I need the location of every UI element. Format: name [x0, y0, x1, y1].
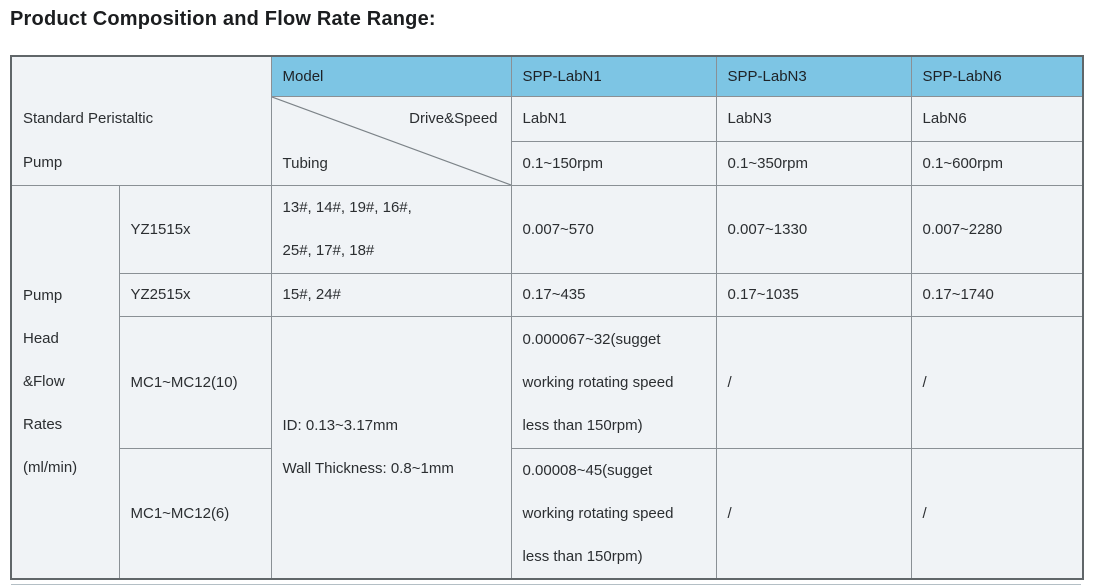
- standard-pump-label-line1: Standard Peristaltic: [23, 109, 154, 127]
- page-title: Product Composition and Flow Rate Range:: [10, 8, 436, 30]
- row-yz1515x: Pump Head &Flow Rates (ml/min) YZ1515x 1…: [10, 184, 1084, 579]
- pump-head-label-line: Rates: [23, 416, 63, 433]
- pump-head-label-line: &Flow: [23, 373, 65, 390]
- cell-drive-labn1: LabN1: [510, 95, 717, 142]
- pump-spec-table: Standard Peristaltic Pump Model SPP-LabN…: [10, 55, 1085, 580]
- cell-flow-yz2515x-labn6: 0.17~1740: [910, 272, 1084, 317]
- cell-tubing-yz1515x: 13#, 14#, 19#, 16#, 25#, 17#, 18#: [270, 184, 512, 274]
- tubing-line: 25#, 17#, 18#: [282, 242, 375, 259]
- tubing-line: 13#, 14#, 19#, 16#,: [282, 199, 412, 216]
- cell-flow-yz1515x-labn3: 0.007~1330: [715, 184, 912, 274]
- cell-flow-yz2515x-labn3: 0.17~1035: [715, 272, 912, 317]
- row-yz2515x: YZ2515x 15#, 24# 0.17~435 0.17~1035 0.17…: [11, 272, 1084, 317]
- drive-row: Drive&Speed Tubing LabN1 LabN3 LabN6: [11, 95, 1084, 186]
- flow-note-line: less than 150rpm): [522, 416, 643, 434]
- cell-head-mc1-mc12-10: MC1~MC12(10): [118, 315, 272, 449]
- cell-tubing-yz2515x: 15#, 24#: [270, 272, 512, 317]
- cell-drive-labn6: LabN6: [910, 95, 1084, 142]
- cell-speed-labn6: 0.1~600rpm: [910, 140, 1084, 186]
- cell-flow-mc6-labn3: /: [715, 447, 912, 579]
- cell-speed-labn1: 0.1~150rpm: [510, 140, 717, 186]
- row-mc1-mc12-10: MC1~MC12(10) ID: 0.13~3.17mm Wall Thickn…: [11, 315, 1084, 579]
- cell-head-yz1515x: YZ1515x: [118, 184, 272, 274]
- cell-flow-mc6-labn1: 0.00008~45(sugget working rotating speed…: [510, 447, 717, 579]
- flow-note-line: less than 150rpm): [522, 547, 643, 565]
- cell-flow-mc10-labn3: /: [715, 315, 912, 449]
- cell-drive-labn3: LabN3: [715, 95, 912, 142]
- cell-pump-head-flow-rates-label: Pump Head &Flow Rates (ml/min): [10, 184, 120, 579]
- diagonal-divider-line: [272, 97, 511, 184]
- cell-flow-yz1515x-labn1: 0.007~570: [510, 184, 717, 274]
- cell-flow-mc6-labn6: /: [910, 447, 1084, 579]
- header-cell-spp-labn6: SPP-LabN6: [910, 55, 1084, 97]
- cell-head-yz2515x: YZ2515x: [118, 272, 272, 317]
- header-cell-model: Model: [270, 55, 512, 97]
- pump-head-label-line: Head: [23, 330, 59, 347]
- flow-note-line: working rotating speed: [522, 504, 674, 522]
- flow-note-line: 0.000067~32(sugget: [522, 330, 661, 348]
- pump-head-label-line: (ml/min): [23, 459, 78, 476]
- cell-flow-mc10-labn6: /: [910, 315, 1084, 449]
- cell-speed-labn3: 0.1~350rpm: [715, 140, 912, 186]
- pump-head-label-line: Pump: [23, 287, 63, 304]
- speed-row: 0.1~150rpm 0.1~350rpm 0.1~600rpm: [11, 140, 1084, 186]
- cell-standard-peristaltic-pump: Standard Peristaltic Pump: [10, 55, 272, 186]
- header-cell-spp-labn1: SPP-LabN1: [510, 55, 717, 97]
- row-mc1-mc12-6: MC1~MC12(6) 0.00008~45(sugget working ro…: [11, 447, 1084, 579]
- standard-pump-label-line2: Pump: [23, 153, 63, 171]
- mc-tubing-line: ID: 0.13~3.17mm: [282, 417, 398, 434]
- cell-flow-yz1515x-labn6: 0.007~2280: [910, 184, 1084, 274]
- cell-drive-speed-tubing: Drive&Speed Tubing: [270, 95, 512, 186]
- header-cell-spp-labn3: SPP-LabN3: [715, 55, 912, 97]
- cell-flow-mc10-labn1: 0.000067~32(sugget working rotating spee…: [510, 315, 717, 449]
- header-row: Standard Peristaltic Pump Model SPP-LabN…: [10, 55, 1084, 186]
- flow-note-line: working rotating speed: [522, 373, 674, 391]
- cell-tubing-mc: ID: 0.13~3.17mm Wall Thickness: 0.8~1mm: [270, 315, 512, 579]
- cell-flow-yz2515x-labn1: 0.17~435: [510, 272, 717, 317]
- cutoff-next-row-border: [11, 583, 1081, 585]
- diag-label-tubing: Tubing: [282, 154, 328, 172]
- cell-head-mc1-mc12-6: MC1~MC12(6): [118, 447, 272, 579]
- diag-label-drive-speed: Drive&Speed: [409, 109, 498, 127]
- flow-note-line: 0.00008~45(sugget: [522, 461, 653, 479]
- mc-tubing-line: Wall Thickness: 0.8~1mm: [282, 460, 454, 477]
